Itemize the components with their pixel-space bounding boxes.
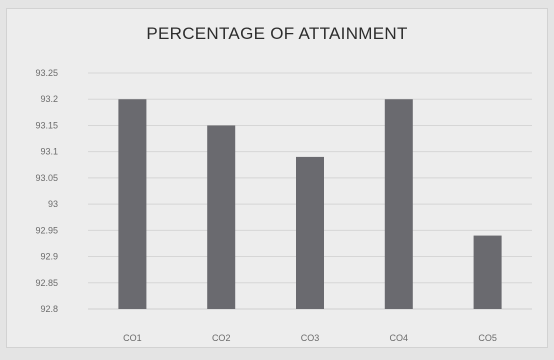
- y-tick-label: 92.85: [35, 278, 58, 288]
- y-tick-label: 93.2: [40, 94, 58, 104]
- bar-co3: [296, 156, 324, 309]
- x-category-label: CO4: [390, 333, 409, 343]
- x-category-label: CO3: [301, 333, 320, 343]
- bars: [118, 99, 502, 309]
- chart-title: PERCENTAGE OF ATTAINMENT: [146, 24, 408, 43]
- x-category-label: CO1: [123, 333, 142, 343]
- bar-co5: [473, 235, 502, 309]
- x-category-label: CO2: [212, 333, 231, 343]
- y-tick-label: 92.9: [40, 252, 58, 262]
- bar-co1: [118, 99, 147, 309]
- bar-co4: [384, 99, 413, 309]
- bar-co2: [207, 125, 236, 309]
- x-axis-categories: CO1 CO2 CO3 CO4 CO5: [123, 333, 497, 343]
- y-tick-label: 92.95: [35, 225, 58, 235]
- x-category-label: CO5: [478, 333, 497, 343]
- y-tick-label: 93.05: [35, 173, 58, 183]
- y-axis-ticks: 93.25 93.2 93.15 93.1 93.05 93 92.95 92.9 92.85 9…: [35, 68, 58, 314]
- y-tick-label: 93.1: [40, 147, 58, 157]
- y-tick-label: 93: [48, 199, 58, 209]
- y-tick-label: 92.8: [40, 304, 58, 314]
- y-tick-label: 93.15: [35, 120, 58, 130]
- y-tick-label: 93.25: [35, 68, 58, 78]
